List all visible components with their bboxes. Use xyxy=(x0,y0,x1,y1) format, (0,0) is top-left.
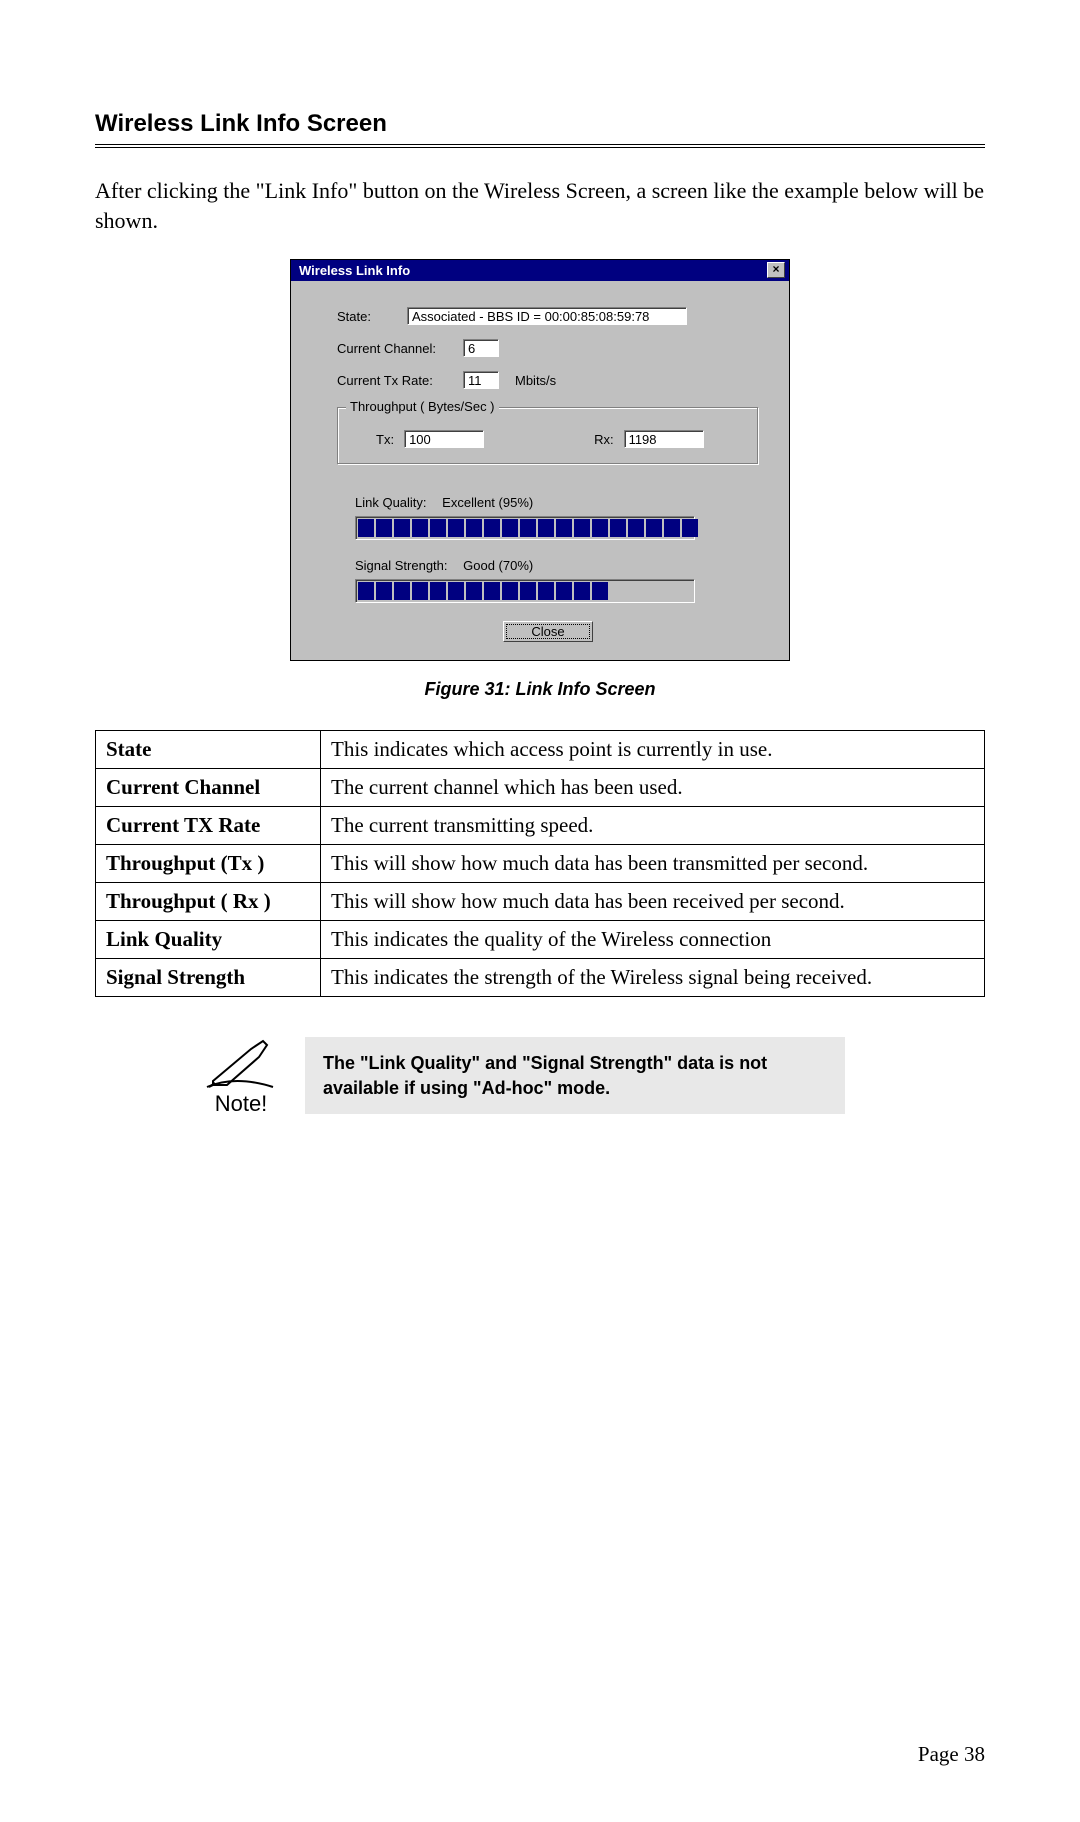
progress-segment xyxy=(664,519,680,537)
table-row: Current TX RateThe current transmitting … xyxy=(96,807,985,845)
close-icon[interactable]: × xyxy=(767,262,785,278)
signal-strength-label: Signal Strength: xyxy=(355,558,448,573)
link-quality-label: Link Quality: xyxy=(355,495,427,510)
progress-segment xyxy=(574,582,590,600)
progress-segment xyxy=(376,519,392,537)
table-key: State xyxy=(96,731,321,769)
dialog-button-row: Close xyxy=(337,621,759,642)
txrate-unit: Mbits/s xyxy=(515,373,556,388)
link-quality-label-row: Link Quality: Excellent (95%) xyxy=(355,495,741,510)
intro-paragraph: After clicking the "Link Info" button on… xyxy=(95,176,985,235)
table-row: Current ChannelThe current channel which… xyxy=(96,769,985,807)
table-key: Link Quality xyxy=(96,921,321,959)
close-button[interactable]: Close xyxy=(503,621,593,642)
state-row: State: Associated - BBS ID = 00:00:85:08… xyxy=(337,307,759,325)
throughput-row: Tx: 100 Rx: 1198 xyxy=(356,430,740,448)
table-row: Throughput ( Rx )This will show how much… xyxy=(96,883,985,921)
table-key: Current TX Rate xyxy=(96,807,321,845)
progress-segment xyxy=(610,519,626,537)
progress-segment xyxy=(628,519,644,537)
progress-segment xyxy=(538,519,554,537)
table-row: Link QualityThis indicates the quality o… xyxy=(96,921,985,959)
dialog-body: State: Associated - BBS ID = 00:00:85:08… xyxy=(291,281,789,660)
progress-segment xyxy=(448,519,464,537)
table-value: The current channel which has been used. xyxy=(321,769,985,807)
figure-caption: Figure 31: Link Info Screen xyxy=(95,679,985,700)
tx-label: Tx: xyxy=(376,432,394,447)
note-text: The "Link Quality" and "Signal Strength"… xyxy=(305,1037,845,1114)
tx-field: 100 xyxy=(404,430,484,448)
dialog-titlebar: Wireless Link Info × xyxy=(291,260,789,281)
progress-segment xyxy=(484,519,500,537)
state-field: Associated - BBS ID = 00:00:85:08:59:78 xyxy=(407,307,687,325)
table-value: The current transmitting speed. xyxy=(321,807,985,845)
progress-segment xyxy=(484,582,500,600)
progress-segment xyxy=(466,519,482,537)
table-value: This indicates which access point is cur… xyxy=(321,731,985,769)
progress-segment xyxy=(502,519,518,537)
table-key: Current Channel xyxy=(96,769,321,807)
quality-block: Link Quality: Excellent (95%) Signal Str… xyxy=(337,487,759,603)
progress-segment xyxy=(502,582,518,600)
progress-segment xyxy=(520,519,536,537)
description-table: StateThis indicates which access point i… xyxy=(95,730,985,997)
progress-segment xyxy=(412,582,428,600)
throughput-group-title: Throughput ( Bytes/Sec ) xyxy=(346,399,499,414)
note-icon: Note! xyxy=(205,1037,277,1117)
progress-segment xyxy=(682,519,698,537)
dialog-title: Wireless Link Info xyxy=(299,263,410,278)
channel-field: 6 xyxy=(463,339,499,357)
progress-segment xyxy=(448,582,464,600)
table-value: This indicates the quality of the Wirele… xyxy=(321,921,985,959)
screenshot-wrapper: Wireless Link Info × State: Associated -… xyxy=(95,259,985,661)
progress-segment xyxy=(556,582,572,600)
link-quality-value: Excellent (95%) xyxy=(442,495,533,510)
section-title: Wireless Link Info Screen xyxy=(95,110,985,148)
table-row: StateThis indicates which access point i… xyxy=(96,731,985,769)
progress-segment xyxy=(430,519,446,537)
table-key: Throughput ( Rx ) xyxy=(96,883,321,921)
progress-segment xyxy=(412,519,428,537)
progress-segment xyxy=(538,582,554,600)
txrate-row: Current Tx Rate: 11 Mbits/s xyxy=(337,371,759,389)
txrate-field: 11 xyxy=(463,371,499,389)
signal-strength-value: Good (70%) xyxy=(463,558,533,573)
progress-segment xyxy=(376,582,392,600)
channel-label: Current Channel: xyxy=(337,341,447,356)
state-label: State: xyxy=(337,309,389,324)
channel-row: Current Channel: 6 xyxy=(337,339,759,357)
table-key: Signal Strength xyxy=(96,959,321,997)
progress-segment xyxy=(358,519,374,537)
rx-field: 1198 xyxy=(624,430,704,448)
progress-segment xyxy=(358,582,374,600)
wireless-link-info-dialog: Wireless Link Info × State: Associated -… xyxy=(290,259,790,661)
progress-segment xyxy=(592,519,608,537)
rx-label: Rx: xyxy=(594,432,614,447)
txrate-label: Current Tx Rate: xyxy=(337,373,447,388)
progress-segment xyxy=(520,582,536,600)
page-number: Page 38 xyxy=(918,1742,985,1767)
table-value: This will show how much data has been tr… xyxy=(321,845,985,883)
note-block: Note! The "Link Quality" and "Signal Str… xyxy=(95,1037,985,1117)
progress-segment xyxy=(394,582,410,600)
table-value: This indicates the strength of the Wirel… xyxy=(321,959,985,997)
table-row: Signal StrengthThis indicates the streng… xyxy=(96,959,985,997)
signal-strength-label-row: Signal Strength: Good (70%) xyxy=(355,558,741,573)
link-quality-bar xyxy=(355,516,695,540)
note-caption: Note! xyxy=(205,1091,277,1117)
document-page: Wireless Link Info Screen After clicking… xyxy=(0,0,1080,1822)
table-key: Throughput (Tx ) xyxy=(96,845,321,883)
progress-segment xyxy=(466,582,482,600)
table-value: This will show how much data has been re… xyxy=(321,883,985,921)
progress-segment xyxy=(592,582,608,600)
progress-segment xyxy=(646,519,662,537)
table-row: Throughput (Tx )This will show how much … xyxy=(96,845,985,883)
throughput-groupbox: Throughput ( Bytes/Sec ) Tx: 100 Rx: 119… xyxy=(337,407,759,465)
progress-segment xyxy=(574,519,590,537)
progress-segment xyxy=(556,519,572,537)
signal-strength-bar xyxy=(355,579,695,603)
progress-segment xyxy=(430,582,446,600)
progress-segment xyxy=(394,519,410,537)
